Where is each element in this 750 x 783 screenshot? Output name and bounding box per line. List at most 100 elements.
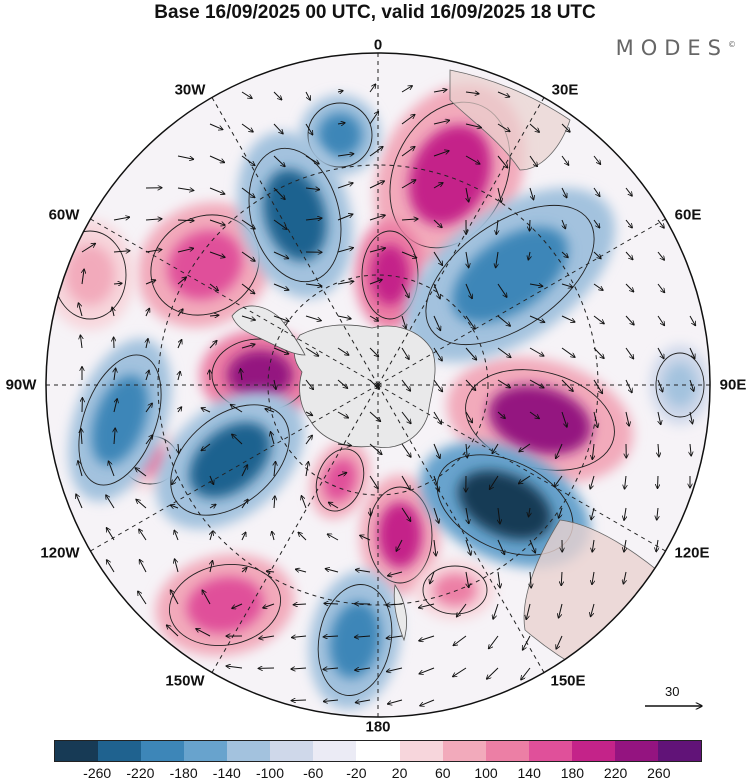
wind-vector xyxy=(178,443,179,453)
wind-vector xyxy=(593,347,604,359)
wind-vector xyxy=(593,187,600,197)
anomaly-blob xyxy=(307,102,373,168)
wind-vector xyxy=(209,475,214,485)
label-lon-120w: 120W xyxy=(40,544,80,562)
wind-vector xyxy=(465,539,471,555)
wind-vector xyxy=(465,379,476,390)
wind-vector xyxy=(433,507,439,523)
colorbar-swatch xyxy=(184,741,228,761)
anomaly-blob xyxy=(370,244,410,306)
wind-vector xyxy=(305,435,312,445)
wind-vector xyxy=(419,603,435,608)
wind-vector xyxy=(232,434,243,445)
wind-vector xyxy=(81,429,82,445)
colorbar-tick-label: 60 xyxy=(435,765,451,781)
colorbar-swatch xyxy=(528,741,572,761)
anomaly-blob xyxy=(655,352,705,418)
wind-vector xyxy=(465,123,481,128)
wind-vector xyxy=(369,248,386,253)
wind-vector xyxy=(658,443,659,457)
wind-vector xyxy=(295,569,307,572)
colorbar xyxy=(54,740,702,762)
graticule xyxy=(46,53,710,717)
wind-vector xyxy=(625,219,632,228)
wind-vector xyxy=(241,532,246,541)
label-lon-60w: 60W xyxy=(48,206,80,224)
anomaly-blob xyxy=(458,470,552,540)
wind-vector xyxy=(112,307,114,317)
meridian-line xyxy=(83,384,379,556)
anomaly-blob xyxy=(317,584,393,696)
wind-vector xyxy=(496,251,498,268)
wind-vector xyxy=(76,494,83,509)
wind-vector xyxy=(210,561,213,573)
wind-vector xyxy=(624,507,626,520)
wind-vector xyxy=(209,283,218,291)
wind-vector xyxy=(209,155,225,163)
wind-vector xyxy=(305,155,319,164)
wind-vector xyxy=(530,571,531,588)
wind-vector xyxy=(419,667,435,674)
wind-vector xyxy=(305,123,313,135)
wind-vector xyxy=(80,335,82,349)
wind-vector xyxy=(518,475,531,484)
colorbar-tick-label: 180 xyxy=(560,765,585,781)
anomaly-blob xyxy=(168,563,282,647)
wind-vector xyxy=(305,412,313,416)
wind-vector xyxy=(369,475,378,489)
wind-vector xyxy=(497,187,501,203)
wind-vector xyxy=(401,507,411,521)
colorbar-tick-label: 140 xyxy=(517,765,541,781)
wind-vector xyxy=(355,668,371,670)
label-lon-150w: 150W xyxy=(165,672,205,690)
wind-vector xyxy=(497,539,505,555)
wind-vector xyxy=(690,411,693,424)
wind-vector xyxy=(457,603,467,617)
wind-vector xyxy=(430,571,435,584)
wind-vector xyxy=(623,571,626,584)
wind-vector xyxy=(591,507,594,520)
colorbar-swatch xyxy=(356,741,400,761)
wind-vector xyxy=(433,315,441,331)
wind-vector xyxy=(145,219,162,220)
wind-vector xyxy=(273,187,285,200)
wind-vector xyxy=(138,591,147,605)
wind-vector xyxy=(369,411,381,422)
wind-vector xyxy=(529,284,543,286)
label-lon-90w: 90W xyxy=(5,376,37,394)
wind-vector xyxy=(209,341,217,349)
wind-vector xyxy=(465,411,472,423)
wind-vector xyxy=(433,283,440,299)
wind-vector xyxy=(298,532,307,541)
wind-vector xyxy=(241,568,247,572)
wind-vector xyxy=(433,379,443,392)
anomaly-blob xyxy=(663,363,697,407)
wind-vector xyxy=(689,379,694,391)
wind-vector xyxy=(420,699,435,706)
wind-vector xyxy=(337,347,349,355)
label-lon-90e: 90E xyxy=(719,376,747,394)
wind-vector xyxy=(593,411,598,428)
meridian-line xyxy=(207,90,379,386)
wind-vector xyxy=(209,123,223,130)
wind-vector xyxy=(434,539,436,556)
latitude-circle xyxy=(267,274,489,496)
anomaly-blob xyxy=(433,573,477,607)
wind-vector xyxy=(274,496,275,509)
wind-vector xyxy=(81,243,96,253)
wind-vector xyxy=(202,590,211,605)
wind-vector xyxy=(497,123,510,132)
wind-vector xyxy=(259,636,275,639)
wind-vector xyxy=(146,370,149,381)
wind-vector xyxy=(337,281,354,284)
colorbar-tick-label: -20 xyxy=(346,765,367,781)
wind-vector xyxy=(561,315,575,322)
wind-vector xyxy=(369,347,379,357)
wind-vector xyxy=(108,461,115,477)
colorbar-swatch xyxy=(614,741,658,761)
label-lon-180: 180 xyxy=(365,718,391,736)
wind-vector xyxy=(529,411,539,419)
wind-vector xyxy=(465,507,469,524)
wind-vector xyxy=(241,369,243,381)
